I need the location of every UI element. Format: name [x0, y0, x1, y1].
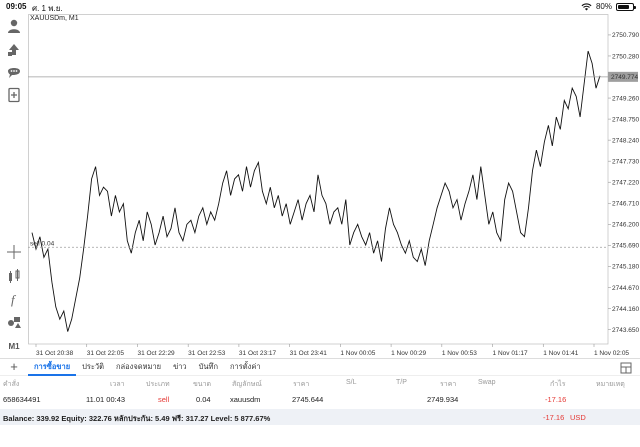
col-price: ราคา — [293, 381, 310, 388]
chart-symbol-title: XAUUSDm, M1 — [30, 15, 79, 22]
col-current-price: ราคา — [440, 381, 457, 388]
price-tick-label: 2747.730 — [612, 158, 639, 165]
order-id: 658634491 — [3, 395, 41, 404]
trade-icon[interactable] — [4, 39, 24, 59]
battery-icon — [616, 2, 636, 11]
account-icon[interactable] — [4, 16, 24, 36]
tab-history[interactable]: ประวัติ — [82, 362, 105, 371]
time-tick-label: 31 Oct 23:41 — [290, 350, 328, 357]
col-sl: S/L — [346, 379, 357, 386]
new-order-icon[interactable] — [4, 85, 24, 105]
time-tick-label: 1 Nov 01:17 — [493, 350, 528, 357]
price-axis: 2750.790 2750.280 2749.260 2748.750 2748.240… — [608, 32, 639, 334]
current-price-value: 2749.774 — [611, 74, 638, 81]
col-tp: T/P — [396, 379, 407, 386]
price-tick-label: 2747.220 — [612, 180, 639, 187]
crosshair-icon[interactable] — [4, 242, 24, 262]
order-current-price: 2749.934 — [427, 395, 459, 404]
status-right: 80% — [581, 2, 636, 11]
clock: 09:05 — [6, 2, 27, 11]
expand-panel-icon[interactable] — [620, 362, 632, 374]
orders-table-header: คำสั่ง เวลา ประเภท ขนาด สัญลักษณ์ ราคา S… — [0, 377, 640, 391]
chart-canvas: 2750.790 2750.280 2749.260 2748.750 2748.240… — [28, 14, 639, 357]
price-tick-label: 2750.790 — [612, 32, 639, 39]
timeframe-button[interactable]: M1 — [8, 341, 20, 351]
tab-news[interactable]: ข่าว — [173, 362, 187, 371]
order-open-price: 2745.644 — [292, 395, 324, 404]
plot-frame — [28, 14, 609, 345]
price-tick-label: 2748.750 — [612, 116, 639, 123]
balance-summary-text: Balance: 339.92 Equity: 322.76 หลักประกั… — [3, 414, 271, 423]
col-swap: Swap — [478, 379, 496, 386]
svg-text:f: f — [11, 292, 17, 307]
order-level-label: sell 0.04 — [30, 240, 55, 247]
chart-grid — [28, 14, 609, 345]
price-tick-label: 2744.670 — [612, 285, 639, 292]
time-tick-label: 31 Oct 22:05 — [87, 350, 125, 357]
order-time: 11.01 00:43 — [86, 395, 126, 404]
col-profit: กำไร — [550, 381, 566, 388]
price-tick-label: 2749.260 — [612, 95, 639, 102]
time-axis: 31 Oct 20:38 31 Oct 22:05 31 Oct 22:29 31 O… — [35, 344, 629, 357]
chat-icon[interactable] — [4, 62, 24, 82]
tab-trade[interactable]: การซื้อขาย — [28, 358, 77, 376]
order-symbol: xauusdm — [230, 395, 261, 404]
tab-settings[interactable]: การตั้งค่า — [230, 362, 261, 371]
time-tick-label: 1 Nov 00:29 — [391, 350, 426, 357]
time-tick-label: 1 Nov 01:41 — [543, 350, 578, 357]
account-currency: USD — [570, 413, 586, 422]
tab-journal[interactable]: บันทึก — [198, 362, 219, 371]
price-chart[interactable]: 2750.790 2750.280 2749.260 2748.750 2748.240… — [28, 14, 640, 358]
time-tick-label: 1 Nov 00:05 — [340, 350, 375, 357]
price-tick-label: 2745.690 — [612, 243, 639, 250]
total-profit: -17.16 — [543, 413, 565, 422]
order-size: 0.04 — [196, 395, 211, 404]
time-tick-label: 31 Oct 20:38 — [36, 350, 74, 357]
objects-icon[interactable] — [4, 312, 24, 332]
wifi-icon — [581, 2, 592, 11]
battery-percent: 80% — [595, 2, 612, 11]
tab-mailbox[interactable]: กล่องจดหมาย — [116, 362, 162, 371]
price-tick-label: 2750.280 — [612, 53, 639, 60]
function-icon[interactable]: f — [4, 289, 24, 309]
time-tick-label: 31 Oct 23:17 — [239, 350, 277, 357]
price-tick-label: 2745.180 — [612, 264, 639, 271]
terminal-tabs: + การซื้อขาย ประวัติ กล่องจดหมาย ข่าว บั… — [0, 358, 640, 376]
add-icon[interactable]: + — [10, 359, 18, 374]
price-tick-label: 2746.200 — [612, 222, 639, 229]
price-tick-label: 2744.160 — [612, 306, 639, 313]
time-tick-label: 1 Nov 02:05 — [594, 350, 629, 357]
col-size: ขนาด — [193, 381, 212, 388]
price-tick-label: 2743.650 — [612, 327, 639, 334]
indicators-icon[interactable] — [4, 266, 24, 286]
price-series-line — [31, 50, 601, 332]
order-profit: -17.16 — [545, 395, 567, 404]
col-order: คำสั่ง — [3, 381, 20, 388]
account-summary: Balance: 339.92 Equity: 322.76 หลักประกั… — [0, 409, 640, 425]
time-tick-label: 1 Nov 00:53 — [442, 350, 477, 357]
col-comment: หมายเหตุ — [596, 381, 625, 388]
price-tick-label: 2748.240 — [612, 137, 639, 144]
status-bar: 09:05 ศ. 1 พ.ย. 80% — [0, 0, 640, 14]
current-price-tag — [608, 71, 638, 82]
col-symbol: สัญลักษณ์ — [232, 381, 262, 388]
table-row[interactable]: 658634491 11.01 00:43 sell 0.04 xauusdm … — [0, 393, 640, 407]
time-tick-label: 31 Oct 22:53 — [188, 350, 226, 357]
left-toolbar: f M1 — [0, 14, 28, 358]
order-type: sell — [158, 395, 170, 404]
time-tick-label: 31 Oct 22:29 — [137, 350, 175, 357]
col-time: เวลา — [110, 381, 125, 388]
price-tick-label: 2746.710 — [612, 201, 639, 208]
date: ศ. 1 พ.ย. — [32, 4, 63, 13]
col-type: ประเภท — [146, 381, 170, 388]
